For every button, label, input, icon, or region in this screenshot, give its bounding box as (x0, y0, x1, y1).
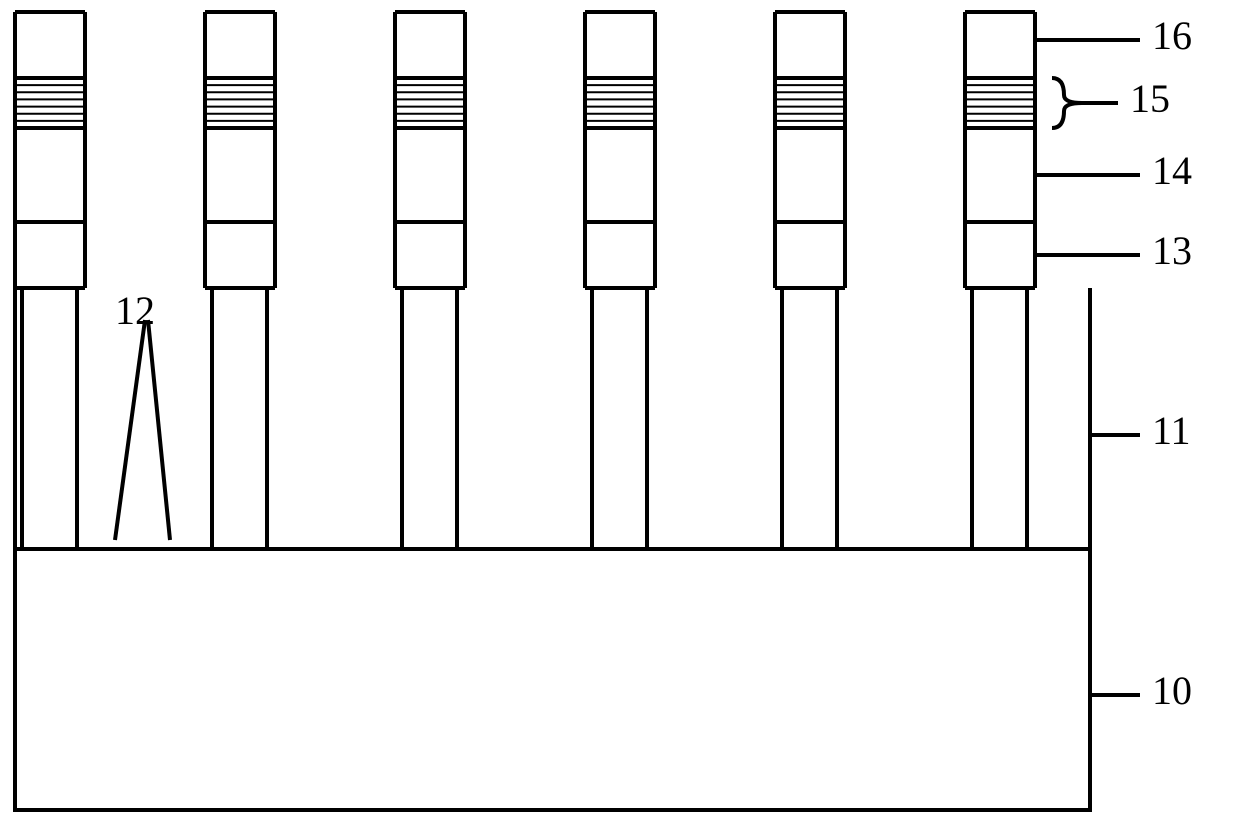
diagram-svg: 16151413111012 (0, 0, 1240, 826)
svg-text:14: 14 (1152, 148, 1192, 193)
svg-text:13: 13 (1152, 228, 1192, 273)
svg-text:11: 11 (1152, 408, 1191, 453)
svg-text:15: 15 (1130, 76, 1170, 121)
svg-text:10: 10 (1152, 668, 1192, 713)
svg-text:16: 16 (1152, 13, 1192, 58)
